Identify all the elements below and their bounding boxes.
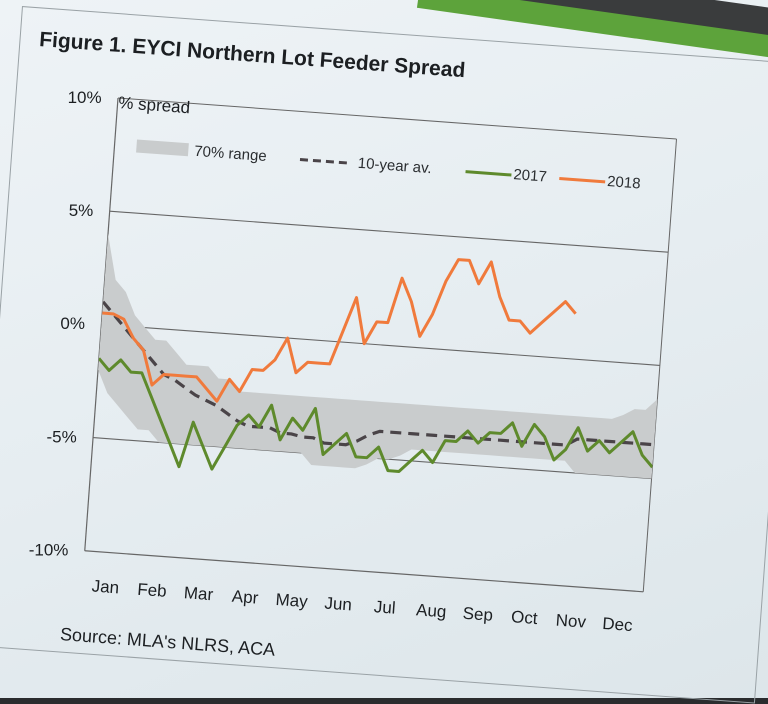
gridline-1 [109, 210, 669, 253]
x-tick-label-jul: Jul [373, 597, 396, 618]
legend-avg-label: 10-year av. [357, 155, 432, 177]
x-tick-label-jan: Jan [91, 576, 120, 597]
source-note: Source: MLA's NLRS, ACA [59, 624, 275, 660]
x-tick-label-apr: Apr [231, 587, 259, 608]
x-tick-label-oct: Oct [510, 607, 538, 628]
x-axis-line [84, 550, 644, 593]
series-2017-line [97, 357, 654, 473]
y-tick-label: -10% [29, 541, 69, 560]
x-tick-label-feb: Feb [137, 580, 168, 601]
y-tick-label: 0% [60, 314, 85, 333]
x-tick-label-dec: Dec [602, 614, 634, 635]
series-2018-line [102, 258, 577, 403]
legend-2017-label: 2017 [513, 166, 548, 185]
legend-range-label: 70% range [194, 143, 268, 165]
gridline-2 [101, 323, 660, 366]
y-tick-label: -5% [46, 427, 76, 446]
avg-10-year-line [101, 300, 655, 447]
legend-2018-label: 2018 [607, 173, 642, 192]
legend-2017-swatch [465, 170, 512, 177]
y-tick-label: 10% [68, 88, 102, 107]
range-70-area [98, 233, 658, 479]
x-tick-label-sep: Sep [462, 604, 494, 625]
y-axis-label: % spread [118, 93, 191, 117]
x-tick-label-nov: Nov [555, 610, 587, 631]
legend-2018-swatch [559, 177, 606, 184]
y-tick-label: 5% [69, 201, 94, 220]
legend-range-swatch [136, 139, 189, 157]
legend: 70% range 10-year av. 2017 2018 [136, 139, 642, 192]
plot-top-border [117, 97, 677, 140]
legend-avg-swatch [299, 157, 352, 165]
x-tick-label-may: May [275, 590, 309, 611]
x-tick-label-jun: Jun [324, 594, 353, 615]
chart-title: Figure 1. EYCI Northern Lot Feeder Sprea… [38, 28, 466, 82]
x-tick-label-mar: Mar [183, 583, 214, 604]
x-tick-label-aug: Aug [416, 600, 448, 621]
